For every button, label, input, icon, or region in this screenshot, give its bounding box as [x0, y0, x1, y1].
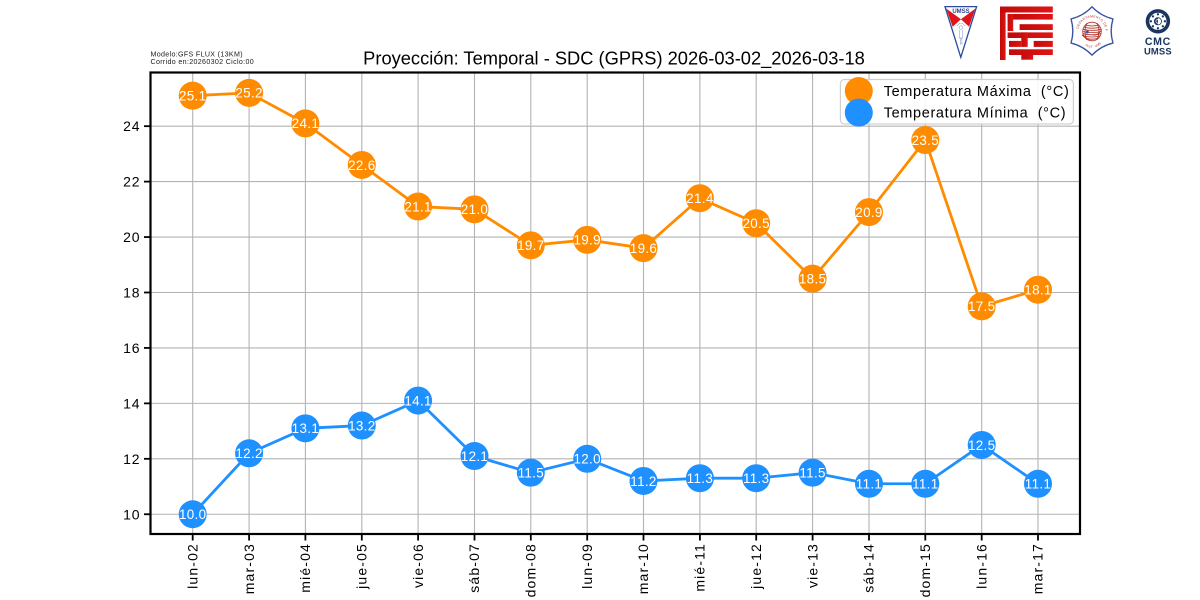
svg-text:12.1: 12.1 — [461, 449, 488, 464]
svg-text:22.6: 22.6 — [348, 158, 375, 173]
svg-text:11.1: 11.1 — [912, 477, 938, 492]
svg-text:11.3: 11.3 — [743, 471, 769, 486]
svg-text:16: 16 — [123, 340, 140, 356]
svg-text:21.4: 21.4 — [686, 191, 714, 206]
svg-text:lun-09: lun-09 — [579, 543, 595, 589]
svg-text:20.9: 20.9 — [855, 205, 882, 220]
svg-text:24.1: 24.1 — [292, 116, 319, 131]
svg-text:dom-08: dom-08 — [523, 543, 539, 597]
svg-text:mar-10: mar-10 — [635, 543, 651, 594]
svg-text:18.5: 18.5 — [799, 271, 826, 286]
svg-text:lun-16: lun-16 — [973, 543, 989, 589]
svg-text:11.3: 11.3 — [687, 471, 713, 486]
svg-text:20: 20 — [123, 229, 140, 245]
svg-text:Modelo:GFS FLUX (13KM): Modelo:GFS FLUX (13KM) — [151, 51, 243, 59]
svg-text:CMC: CMC — [1145, 36, 1171, 48]
svg-text:dom-15: dom-15 — [917, 543, 933, 597]
svg-text:18: 18 — [123, 284, 140, 300]
svg-text:mar-03: mar-03 — [241, 543, 257, 594]
svg-text:jue-05: jue-05 — [354, 543, 370, 590]
svg-text:20.5: 20.5 — [742, 216, 769, 231]
svg-text:10.0: 10.0 — [179, 507, 206, 522]
svg-text:jue-12: jue-12 — [748, 543, 764, 590]
svg-text:Corrido en:20260302 Ciclo:00: Corrido en:20260302 Ciclo:00 — [151, 58, 255, 66]
svg-text:25.2: 25.2 — [235, 86, 262, 101]
svg-text:sáb-14: sáb-14 — [861, 543, 877, 593]
svg-text:mié-11: mié-11 — [692, 543, 708, 592]
svg-text:mar-17: mar-17 — [1030, 543, 1046, 594]
svg-text:mié-04: mié-04 — [297, 543, 313, 593]
svg-text:lun-02: lun-02 — [184, 543, 200, 589]
svg-text:Temperatura Mínima (°C): Temperatura Mínima (°C) — [884, 106, 1067, 122]
svg-text:Proyección: Temporal - SDC (GP: Proyección: Temporal - SDC (GPRS) 2026-0… — [363, 48, 865, 70]
svg-text:sáb-07: sáb-07 — [466, 543, 482, 593]
svg-text:12.5: 12.5 — [968, 438, 995, 453]
svg-text:12.2: 12.2 — [235, 446, 262, 461]
svg-text:23.5: 23.5 — [912, 133, 939, 148]
svg-text:14.1: 14.1 — [404, 393, 431, 408]
svg-text:11.2: 11.2 — [630, 474, 656, 489]
svg-text:vie-13: vie-13 — [804, 543, 820, 588]
svg-text:21.0: 21.0 — [461, 202, 488, 217]
svg-text:12.0: 12.0 — [573, 452, 600, 467]
svg-text:12: 12 — [123, 451, 140, 467]
svg-text:14: 14 — [123, 395, 140, 411]
svg-text:Temperatura Máxima (°C): Temperatura Máxima (°C) — [884, 84, 1070, 100]
svg-text:UMSS: UMSS — [1144, 46, 1172, 57]
svg-text:10: 10 — [123, 506, 140, 522]
svg-text:17.5: 17.5 — [968, 299, 995, 314]
svg-text:vie-06: vie-06 — [410, 543, 426, 588]
svg-text:11.5: 11.5 — [799, 465, 825, 480]
svg-text:11.5: 11.5 — [518, 465, 544, 480]
svg-text:18.1: 18.1 — [1024, 283, 1051, 298]
svg-text:13.2: 13.2 — [348, 418, 375, 433]
svg-text:25.1: 25.1 — [179, 88, 206, 103]
svg-text:UMSS: UMSS — [952, 9, 969, 15]
svg-text:21.1: 21.1 — [404, 199, 431, 214]
svg-text:11.1: 11.1 — [856, 477, 882, 492]
svg-text:19.6: 19.6 — [630, 241, 657, 256]
svg-text:11.1: 11.1 — [1025, 477, 1051, 492]
svg-text:22: 22 — [123, 174, 140, 190]
svg-text:24: 24 — [123, 118, 140, 134]
svg-text:19.9: 19.9 — [573, 233, 600, 248]
svg-text:13.1: 13.1 — [292, 421, 319, 436]
svg-text:19.7: 19.7 — [517, 238, 544, 253]
